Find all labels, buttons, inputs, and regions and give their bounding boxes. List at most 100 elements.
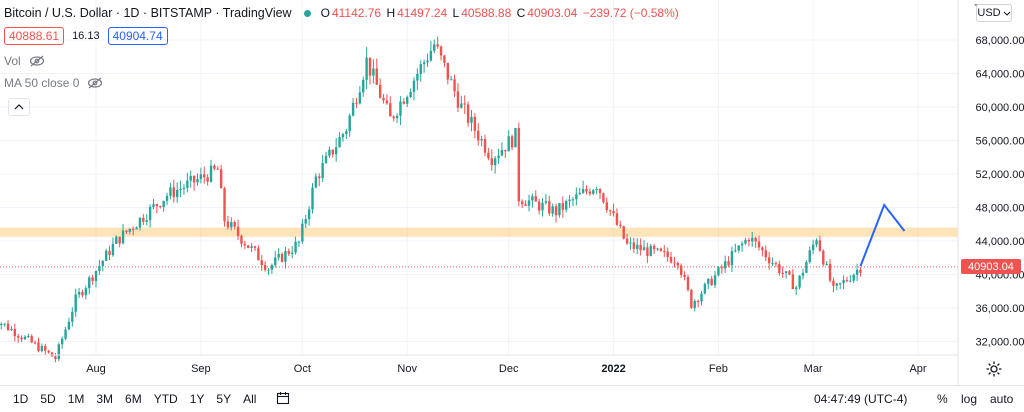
candle: [500, 142, 504, 157]
candle: [757, 235, 761, 251]
price-change: −239.72 (−0.58%): [582, 6, 679, 20]
candle: [91, 274, 94, 285]
time-axis[interactable]: Aug Sep Oct Nov Dec 2022 Feb Mar Apr: [0, 354, 958, 375]
candle: [341, 132, 345, 142]
x-tick-label: Apr: [909, 363, 926, 375]
indicator-ma-label: MA 50 close 0: [4, 76, 80, 90]
candle: [128, 228, 132, 235]
candle: [138, 217, 142, 231]
candle: [659, 247, 663, 252]
candle: [439, 45, 443, 61]
candle: [595, 186, 598, 195]
candle: [463, 95, 466, 114]
candle: [588, 188, 592, 196]
candle: [223, 186, 226, 227]
candle: [267, 268, 270, 275]
candle: [710, 275, 713, 286]
candle: [409, 88, 412, 99]
candle: [118, 236, 121, 248]
price-axis[interactable]: 32,000.0036,000.0040,000.0044,000.0048,0…: [957, 0, 1024, 385]
symbol-title[interactable]: Bitcoin / U.S. Dollar · 1D · BITSTAMP · …: [4, 6, 292, 20]
candle: [676, 261, 680, 270]
candle: [788, 270, 791, 276]
candle: [155, 203, 159, 214]
candle: [145, 214, 148, 226]
candle: [365, 47, 368, 90]
hidden-eye-icon[interactable]: [87, 77, 103, 89]
candle: [331, 149, 334, 158]
settings-gear-icon[interactable]: [985, 360, 1003, 378]
indicator-vol[interactable]: Vol: [4, 54, 45, 68]
candle: [206, 174, 209, 186]
candle: [37, 337, 40, 353]
x-tick-label: Mar: [804, 363, 823, 375]
candle: [108, 245, 111, 261]
currency-selector[interactable]: USD: [976, 4, 1012, 22]
candle: [784, 271, 788, 279]
log-scale-button[interactable]: log: [961, 392, 978, 406]
candle: [822, 249, 825, 267]
candle: [696, 299, 700, 308]
candle: [324, 151, 328, 164]
last-price-label: 40903.04: [968, 261, 1014, 273]
candle: [598, 188, 602, 199]
candle: [825, 260, 828, 266]
candle: [419, 60, 422, 82]
range-6m-button[interactable]: 6M: [125, 392, 142, 406]
range-5d-button[interactable]: 5D: [40, 392, 56, 406]
auto-scale-button[interactable]: auto: [990, 392, 1014, 406]
candle: [663, 245, 666, 258]
candle: [236, 219, 240, 241]
collapse-legend-button[interactable]: [8, 98, 30, 116]
candle: [466, 101, 470, 127]
candle: [605, 197, 608, 213]
candle: [429, 41, 433, 62]
range-all-button[interactable]: All: [243, 392, 257, 406]
candle: [754, 236, 757, 248]
last-price-tag: 40903.04: [961, 259, 1021, 274]
projection-line: [859, 202, 906, 267]
sell-price[interactable]: 40888.61: [4, 27, 65, 45]
indicator-ma[interactable]: MA 50 close 0: [4, 76, 103, 90]
candle: [805, 260, 808, 274]
candle: [849, 274, 852, 283]
symbol-legend: Bitcoin / U.S. Dollar · 1D · BITSTAMP · …: [4, 6, 681, 20]
y-tick-label: 32,000.00: [976, 337, 1024, 349]
hidden-eye-icon[interactable]: [29, 55, 45, 67]
candle: [554, 203, 558, 223]
candle: [774, 261, 778, 268]
candle: [531, 193, 534, 208]
bottom-toolbar: 1D 5D 1M 3M 6M YTD 1Y 5Y All 04:47:49 (U…: [0, 385, 1024, 412]
candle: [98, 259, 101, 275]
range-ytd-button[interactable]: YTD: [153, 392, 178, 406]
clock-time[interactable]: 04:47:49 (UTC-4): [814, 392, 908, 406]
candle: [270, 263, 274, 274]
date-range-icon[interactable]: [276, 391, 290, 405]
buy-price[interactable]: 40904.74: [107, 27, 168, 45]
candle: [57, 342, 60, 362]
candle: [720, 264, 724, 274]
candle: [487, 147, 490, 161]
candle: [818, 235, 822, 252]
candle: [304, 214, 307, 229]
y-tick-label: 48,000.00: [976, 203, 1024, 215]
candle: [639, 238, 642, 256]
candle: [625, 233, 629, 245]
percent-scale-button[interactable]: %: [937, 392, 948, 406]
candle: [44, 343, 47, 355]
candle: [203, 166, 206, 184]
range-5y-button[interactable]: 5Y: [216, 392, 232, 406]
range-3m-button[interactable]: 3M: [96, 392, 114, 406]
chart-grid: [0, 0, 958, 355]
price-chart[interactable]: 32,000.0036,000.0040,000.0044,000.0048,0…: [0, 0, 1024, 385]
candle: [416, 68, 419, 91]
y-tick-label: 52,000.00: [976, 169, 1024, 181]
range-1y-button[interactable]: 1Y: [189, 392, 205, 406]
candle: [815, 238, 818, 248]
range-1d-button[interactable]: 1D: [13, 392, 29, 406]
range-1m-button[interactable]: 1M: [67, 392, 85, 406]
candle: [172, 179, 176, 203]
candle: [406, 95, 409, 108]
candle: [838, 282, 842, 290]
candle: [54, 353, 57, 363]
